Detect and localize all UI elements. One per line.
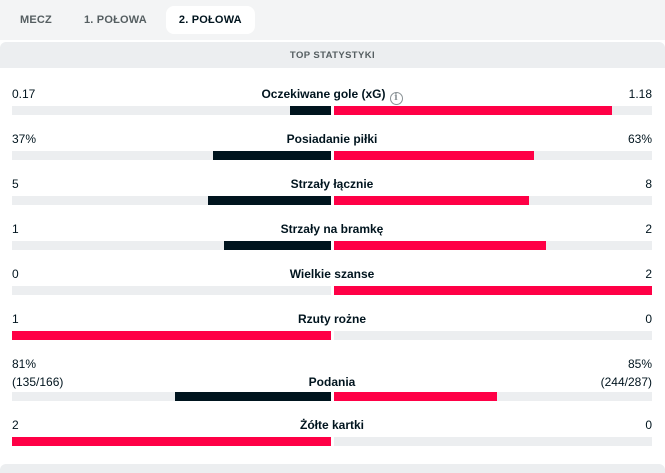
away-bar-track — [333, 331, 652, 340]
home-bar-track — [12, 331, 331, 340]
stat-label-text: Rzuty rożne — [297, 312, 366, 326]
home-value: 81% — [12, 357, 37, 371]
away-bar-track — [333, 106, 652, 115]
away-value: 85% — [627, 357, 652, 371]
away-value: 63% — [627, 132, 652, 146]
away-bar-fill — [333, 106, 612, 115]
away-bar-track — [333, 286, 652, 295]
away-bar-fill — [333, 151, 535, 160]
away-value: 8 — [645, 177, 652, 191]
home-value: 1 — [12, 312, 19, 326]
stat-row: 37% 63% Posiadanie piłki — [12, 131, 652, 160]
tab-1-połowa[interactable]: 1. POŁOWA — [83, 14, 147, 26]
home-bar-fill — [212, 151, 331, 160]
comparison-bar — [12, 106, 652, 115]
away-bar-track — [333, 151, 652, 160]
away-bar-fill — [333, 241, 546, 250]
stat-row: 81% 85% Podania (135/166) (244/287) — [12, 356, 652, 401]
comparison-bar — [12, 241, 652, 250]
away-value: 2 — [645, 267, 652, 281]
away-bar-track — [333, 437, 652, 446]
stat-label-text: Strzały na bramkę — [280, 222, 384, 236]
away-bar-track — [333, 392, 652, 401]
home-bar-track — [12, 392, 331, 401]
stat-label: Posiadanie piłki — [12, 131, 652, 147]
home-value: 5 — [12, 177, 19, 191]
home-bar-track — [12, 151, 331, 160]
home-value: 2 — [12, 418, 19, 432]
tabs-background — [0, 0, 665, 40]
away-bar-fill — [333, 392, 497, 401]
home-bar-track — [12, 106, 331, 115]
stat-label: Strzały na bramkę — [12, 221, 652, 237]
home-bar-fill — [207, 196, 331, 205]
away-value: 2 — [645, 222, 652, 236]
stat-row: 0 2 Wielkie szanse — [12, 266, 652, 295]
home-bar-fill — [224, 241, 331, 250]
home-bar-fill — [12, 437, 331, 446]
comparison-bar — [12, 286, 652, 295]
stat-label-text: Strzały łącznie — [290, 177, 374, 191]
stat-row: 2 0 Żółte kartki — [12, 417, 652, 446]
stat-row: 1 2 Strzały na bramkę — [12, 221, 652, 250]
away-bar-track — [333, 196, 652, 205]
home-bar-track — [12, 196, 331, 205]
tab-2-połowa[interactable]: 2. POŁOWA — [165, 6, 255, 34]
stat-row: 1 0 Rzuty rożne — [12, 311, 652, 340]
stat-label: Podania — [12, 374, 652, 390]
away-value: 0 — [645, 418, 652, 432]
stat-label: Rzuty rożne — [12, 311, 652, 327]
stat-row: 0.17 1.18 Oczekiwane gole (xG) i — [12, 86, 652, 115]
away-bar-track — [333, 241, 652, 250]
away-value: 0 — [645, 312, 652, 326]
comparison-bar — [12, 331, 652, 340]
stat-label-text: Oczekiwane gole (xG) — [261, 87, 386, 101]
stat-label-text: Podania — [308, 375, 356, 389]
period-tabs: MECZ 1. POŁOWA 2. POŁOWA — [0, 0, 665, 40]
home-value: 1 — [12, 222, 19, 236]
home-bar-track — [12, 286, 331, 295]
home-value: 0.17 — [12, 87, 36, 101]
home-bar-track — [12, 241, 331, 250]
home-bar-fill — [290, 106, 331, 115]
stat-label: Wielkie szanse — [12, 266, 652, 282]
away-bar-fill — [333, 286, 652, 295]
home-bar-track — [12, 437, 331, 446]
comparison-bar — [12, 196, 652, 205]
section-header: TOP STATYSTYKI — [0, 42, 665, 68]
home-bar-fill — [175, 392, 331, 401]
comparison-bar — [12, 437, 652, 446]
home-value: 0 — [12, 267, 19, 281]
comparison-bar — [12, 392, 652, 401]
home-sub-value: (135/166) — [12, 375, 64, 389]
home-bar-fill — [12, 331, 331, 340]
away-value: 1.18 — [628, 87, 652, 101]
info-icon[interactable]: i — [389, 92, 403, 105]
stat-label-text: Wielkie szanse — [289, 267, 375, 281]
stat-label: Żółte kartki — [12, 417, 652, 433]
next-section-strip — [0, 464, 665, 473]
tab-mecz[interactable]: MECZ — [20, 14, 52, 26]
comparison-bar — [12, 151, 652, 160]
stat-label-text: Żółte kartki — [299, 418, 365, 432]
stat-row: 5 8 Strzały łącznie — [12, 176, 652, 205]
home-value: 37% — [12, 132, 37, 146]
stat-label: Oczekiwane gole (xG) i — [12, 86, 652, 105]
away-bar-fill — [333, 196, 530, 205]
stat-label-text: Posiadanie piłki — [286, 132, 378, 146]
stat-label: Strzały łącznie — [12, 176, 652, 192]
away-sub-value: (244/287) — [600, 375, 652, 389]
